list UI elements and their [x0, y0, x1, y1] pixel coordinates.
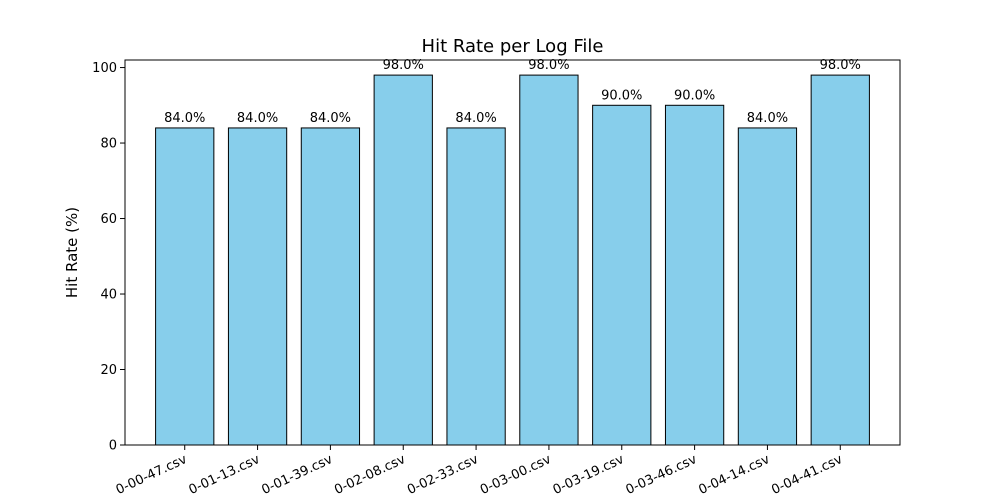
y-tick-label-1: 0	[109, 439, 117, 454]
data-label-10: 98.0%	[820, 58, 861, 73]
x-tick-label-5: 0-02-33.csv	[405, 452, 481, 498]
x-tick-label-8: 0-03-46.csv	[624, 452, 700, 498]
y-tick-label-5: 80	[100, 137, 117, 152]
data-label-7: 90.0%	[601, 88, 642, 103]
data-label-6: 98.0%	[528, 58, 569, 73]
x-tick-label-6: 0-03-00.csv	[478, 452, 554, 498]
bar-10	[810, 74, 870, 446]
chart-title: Hit Rate per Log File	[422, 36, 604, 57]
x-tick-label-1: 0-00-47.csv	[114, 452, 190, 498]
x-tick-label-4: 0-02-08.csv	[332, 452, 408, 498]
data-label-2: 84.0%	[237, 111, 278, 126]
data-labels: 84.0% 84.0% 84.0% 98.0% 84.0% 98.0% 90.0% 90.0%…	[164, 58, 861, 126]
data-label-8: 90.0%	[674, 88, 715, 103]
y-axis: 0 20 40 60 80 100	[92, 61, 125, 454]
x-tick-label-7: 0-03-19.csv	[551, 452, 627, 498]
bar-3	[300, 127, 361, 446]
data-label-1: 84.0%	[164, 111, 205, 126]
bar-8	[664, 104, 725, 446]
x-tick-label-9: 0-04-14.csv	[696, 452, 772, 498]
x-tick-label-2: 0-01-13.csv	[187, 452, 263, 498]
bar-2	[227, 127, 288, 446]
data-label-4: 98.0%	[383, 58, 424, 73]
x-tick-label-3: 0-01-39.csv	[259, 452, 335, 498]
bar-9	[737, 127, 798, 446]
bar-6	[519, 74, 579, 446]
bar-7	[592, 104, 652, 446]
y-tick-label-3: 40	[100, 288, 117, 303]
data-label-5: 84.0%	[455, 111, 496, 126]
y-tick-label-2: 20	[100, 363, 117, 378]
bars-layer	[155, 74, 870, 446]
data-label-3: 84.0%	[310, 111, 351, 126]
plot-frame	[124, 59, 901, 446]
y-axis-label: Hit Rate (%)	[63, 207, 81, 298]
bar-1	[155, 127, 215, 446]
bar-5	[446, 127, 506, 446]
y-tick-label-4: 60	[100, 212, 117, 227]
bar-4	[373, 74, 433, 446]
data-label-9: 84.0%	[747, 111, 788, 126]
y-tick-label-6: 100	[92, 61, 117, 76]
x-tick-label-10: 0-04-41.csv	[769, 452, 845, 498]
x-axis: 0-00-47.csv0-01-13.csv0-01-39.csv0-02-08…	[114, 445, 845, 498]
